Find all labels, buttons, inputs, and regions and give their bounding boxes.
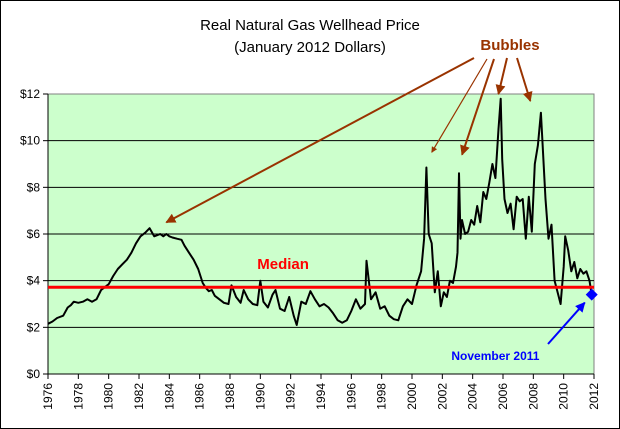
bubble-arrow bbox=[431, 58, 488, 153]
y-tick-label: $6 bbox=[27, 227, 41, 241]
x-tick-label: 1994 bbox=[314, 383, 328, 410]
x-tick-label: 2002 bbox=[435, 383, 449, 410]
chart-subtitle: (January 2012 Dollars) bbox=[234, 39, 386, 56]
chart-title: Real Natural Gas Wellhead Price bbox=[200, 17, 420, 34]
x-tick-label: 2000 bbox=[405, 383, 419, 410]
x-tick-label: 1984 bbox=[162, 383, 176, 410]
series-group bbox=[47, 97, 593, 326]
x-tick-label: 1992 bbox=[284, 383, 298, 410]
x-tick-label: 1988 bbox=[223, 383, 237, 410]
x-tick-label: 1986 bbox=[193, 383, 207, 410]
y-tick-label: $2 bbox=[27, 320, 41, 334]
y-tick-label: $10 bbox=[20, 134, 40, 148]
y-tick-label: $12 bbox=[20, 87, 40, 101]
bubble-arrow bbox=[516, 57, 533, 102]
x-tick-label: 1980 bbox=[102, 383, 116, 410]
x-tick-label: 1978 bbox=[71, 383, 85, 410]
x-tick-label: 1998 bbox=[375, 383, 389, 410]
bubble-arrow bbox=[165, 57, 475, 224]
x-tick-label: 1982 bbox=[132, 383, 146, 410]
median-label: Median bbox=[257, 256, 309, 273]
x-tick-label: 1976 bbox=[41, 383, 55, 410]
bubble-arrow bbox=[460, 58, 495, 156]
x-tick-label: 2008 bbox=[526, 383, 540, 410]
x-tick-label: 2012 bbox=[587, 383, 601, 410]
november-2011-arrow bbox=[547, 301, 586, 345]
x-tick-label: 2006 bbox=[496, 383, 510, 410]
x-tick-label: 1990 bbox=[253, 383, 267, 410]
y-axis: $0 $2 $4 $6 $8 $10 $12 bbox=[20, 87, 49, 381]
x-tick-label: 1996 bbox=[344, 383, 358, 410]
x-tick-label: 2004 bbox=[466, 383, 480, 410]
annotations: Bubbles Median November 2011 bbox=[165, 37, 598, 363]
november-2011-marker bbox=[585, 288, 598, 301]
y-tick-label: $0 bbox=[27, 367, 41, 381]
x-axis: 1976 1978 1980 1982 1984 1986 1988 1990 1992 1994… bbox=[41, 373, 601, 410]
y-tick-label: $8 bbox=[27, 180, 41, 194]
y-tick-label: $4 bbox=[27, 274, 41, 288]
x-tick-label: 2010 bbox=[557, 383, 571, 410]
series-line bbox=[47, 97, 593, 326]
november-2011-label: November 2011 bbox=[451, 349, 539, 363]
bubbles-label: Bubbles bbox=[480, 37, 539, 54]
bubble-arrow bbox=[495, 57, 508, 95]
